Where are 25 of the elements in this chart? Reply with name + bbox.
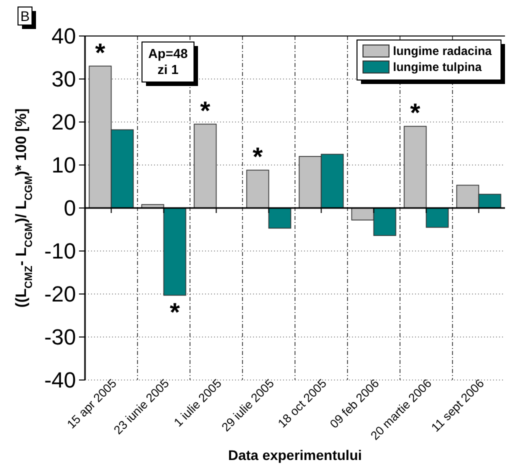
bar — [163, 208, 186, 296]
bar — [404, 126, 427, 208]
y-tick-label: 40 — [52, 24, 76, 49]
bar — [246, 170, 270, 208]
y-tick-label: 0 — [64, 196, 76, 221]
legend-label: lungime radacina — [393, 44, 492, 58]
bar — [194, 124, 217, 208]
y-tick-label: -30 — [44, 324, 76, 350]
annotation: * — [95, 37, 106, 68]
annotation: * — [410, 98, 422, 128]
y-tick-label: 10 — [52, 152, 76, 178]
bar — [426, 208, 449, 228]
bar — [268, 208, 292, 229]
annotation: * — [170, 296, 181, 327]
annotation: Ap=48 zi 1 — [148, 46, 188, 77]
y-tick-label: 20 — [52, 110, 76, 135]
y-tick-label: -40 — [44, 368, 76, 393]
y-tick-label: 30 — [52, 66, 76, 92]
y-tick-label: -10 — [44, 238, 76, 264]
legend-label: lungime tulpina — [393, 60, 482, 74]
x-axis-title: Data experimentului — [228, 447, 362, 463]
y-tick-label: -20 — [44, 282, 76, 307]
annotation: * — [200, 95, 212, 126]
text: B — [20, 8, 30, 24]
annotation: * — [252, 141, 264, 172]
